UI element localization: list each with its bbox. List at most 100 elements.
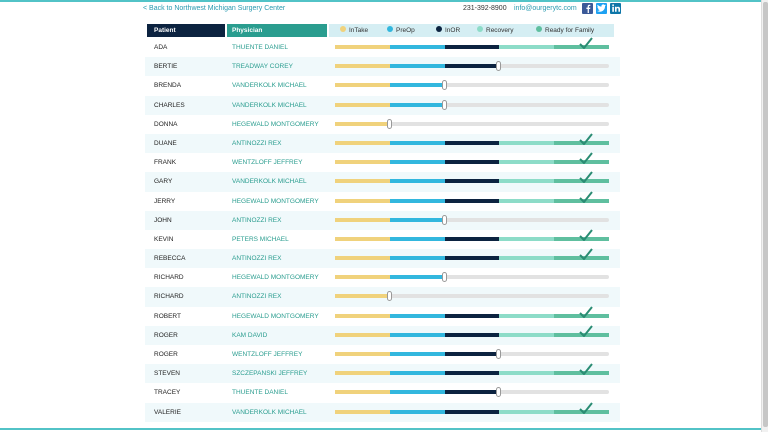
progress-segment	[389, 409, 445, 414]
physician-name: SZCZEPANSKI JEFFREY	[232, 370, 308, 378]
status-progress-bar	[335, 325, 609, 337]
ready-check-icon	[579, 133, 593, 145]
progress-segment	[444, 409, 500, 414]
progress-segment	[389, 217, 445, 222]
patient-name: REBECCA	[154, 255, 186, 263]
physician-name: VANDERKOLK MICHAEL	[232, 82, 307, 90]
ready-check-icon	[579, 190, 593, 203]
progress-segment	[335, 217, 390, 222]
status-progress-bar	[335, 80, 609, 91]
progress-segment	[444, 179, 500, 184]
twitter-icon[interactable]	[596, 3, 607, 14]
physician-name: THUENTE DANIEL	[232, 44, 288, 51]
table-row: TRACEY THUENTE DANIEL	[145, 383, 620, 402]
legend-ready-for-family: Ready for Family	[536, 24, 594, 37]
physician-name: HEGEWALD MONTGOMERY	[232, 312, 319, 320]
progress-segment	[335, 102, 390, 107]
progress-segment	[499, 179, 555, 184]
status-progress-bar	[335, 152, 609, 165]
progress-segment	[444, 198, 500, 203]
legend-inor: InOR	[436, 24, 460, 37]
progress-thumb	[441, 272, 447, 283]
progress-segment	[335, 409, 390, 414]
table-row: RICHARD ANTINOZZI REX	[145, 287, 620, 307]
physician-name: VANDERKOLK MICHAEL	[232, 178, 307, 186]
progress-thumb	[386, 291, 392, 302]
progress-segment	[444, 160, 500, 165]
patient-name: STEVEN	[154, 370, 181, 378]
vertical-scrollbar[interactable]	[761, 0, 768, 432]
progress-segment	[499, 371, 555, 376]
progress-segment	[389, 352, 445, 356]
progress-segment	[335, 64, 390, 69]
status-progress-bar	[335, 190, 609, 203]
status-progress-bar	[335, 214, 609, 225]
progress-segment	[444, 64, 500, 69]
progress-segment	[444, 313, 500, 318]
progress-segment	[444, 332, 500, 337]
progress-segment	[335, 294, 390, 299]
progress-segment	[389, 275, 445, 280]
table-row: ROGER KAM DAVID	[145, 325, 620, 345]
patient-name: GARY	[154, 178, 173, 186]
ready-check-icon	[579, 306, 593, 318]
patient-name: VALERIE	[154, 408, 181, 416]
progress-segment	[389, 236, 445, 241]
physician-name: HEGEWALD MONTGOMERY	[232, 120, 319, 128]
progress-segment	[335, 179, 390, 184]
status-progress-bar	[335, 272, 609, 283]
physician-name: WENTZLOFF JEFFREY	[232, 159, 303, 167]
physician-name: HEGEWALD MONTGOMERY	[232, 197, 319, 205]
progress-segment	[389, 198, 445, 203]
patient-name: RICHARD	[154, 274, 184, 282]
progress-segment	[335, 198, 390, 203]
email-link[interactable]: info@ourgerytc.com	[514, 5, 577, 12]
table-row: ADA THUENTE DANIEL	[145, 37, 620, 57]
progress-segment	[444, 256, 500, 261]
patient-name: DUANE	[154, 139, 177, 147]
progress-segment	[335, 390, 390, 395]
table-row: RICHARD HEGEWALD MONTGOMERY	[145, 268, 620, 287]
ready-dot-icon	[536, 26, 542, 33]
table-row: JOHN ANTINOZZI REX	[145, 210, 620, 230]
ready-check-icon	[579, 363, 593, 376]
status-progress-bar	[335, 401, 609, 414]
linkedin-icon[interactable]	[610, 3, 621, 14]
status-progress-bar	[335, 248, 609, 261]
physician-name: ANTINOZZI REX	[232, 139, 282, 147]
phone-number: 231-392-8900	[463, 5, 507, 12]
progress-segment	[389, 140, 445, 145]
back-link[interactable]: < Back to Northwest Michigan Surgery Cen…	[143, 5, 286, 12]
legend-preop: PreOp	[387, 24, 415, 37]
progress-segment	[499, 256, 555, 261]
progress-thumb	[441, 80, 447, 91]
progress-segment	[389, 256, 445, 261]
progress-segment	[444, 371, 500, 376]
status-legend: InTake PreOp InOR Recovery Ready for Fam…	[329, 24, 614, 37]
bottom-accent-line	[0, 428, 768, 430]
progress-segment	[389, 64, 445, 69]
progress-thumb	[496, 349, 502, 359]
status-progress-bar	[335, 99, 609, 110]
status-progress-bar	[335, 291, 609, 302]
table-row: FRANK WENTZLOFF JEFFREY	[145, 152, 620, 172]
facebook-icon[interactable]	[582, 3, 593, 14]
scrollbar-thumb[interactable]	[763, 2, 768, 427]
status-progress-bar	[335, 37, 609, 49]
patient-name: FRANK	[154, 159, 177, 167]
table-row: ROBERT HEGEWALD MONTGOMERY	[145, 306, 620, 326]
progress-segment	[444, 236, 500, 241]
patient-column-header: Patient	[147, 24, 225, 37]
progress-thumb	[386, 118, 392, 129]
progress-segment	[389, 160, 445, 165]
patient-name: DONNA	[154, 120, 178, 128]
patient-name: KEVIN	[154, 235, 174, 243]
physician-name: VANDERKOLK MICHAEL	[232, 408, 307, 416]
progress-segment	[335, 160, 390, 165]
table-row: JERRY HEGEWALD MONTGOMERY	[145, 190, 620, 211]
patient-name: ADA	[154, 44, 168, 51]
progress-segment	[335, 313, 390, 318]
progress-thumb	[441, 99, 447, 110]
inor-dot-icon	[436, 26, 442, 33]
preop-dot-icon	[387, 26, 393, 33]
